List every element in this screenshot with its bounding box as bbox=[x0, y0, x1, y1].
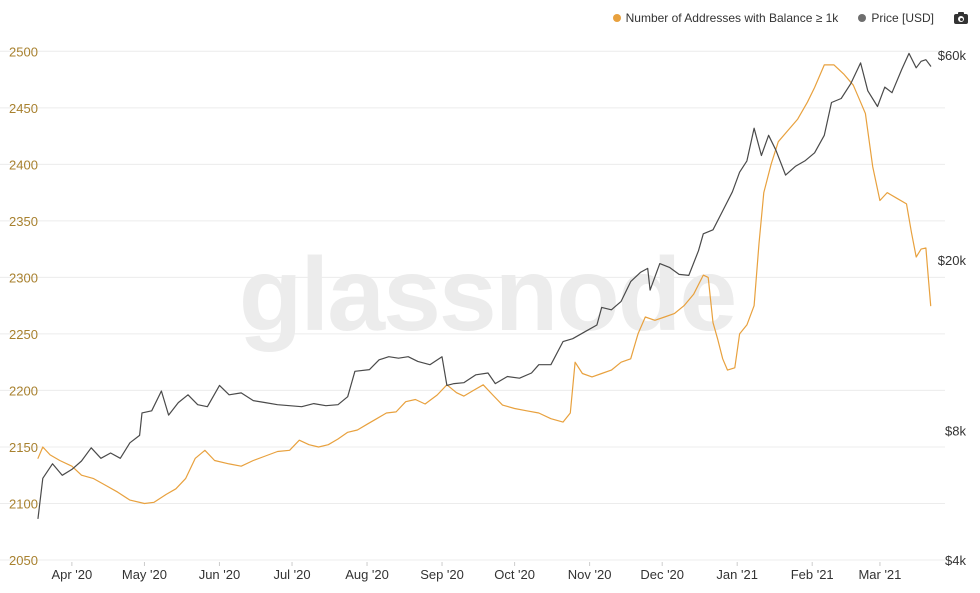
y-left-tick-label: 2400 bbox=[9, 157, 38, 172]
grid-lines bbox=[0, 50, 945, 561]
y-left-tick-label: 2050 bbox=[9, 553, 38, 568]
x-tick-label: Jan '21 bbox=[716, 567, 758, 582]
y-left-tick-label: 2250 bbox=[9, 327, 38, 342]
series-line-price bbox=[37, 52, 932, 520]
y-right-tick-label: $8k bbox=[945, 424, 966, 439]
x-tick-label: Jul '20 bbox=[273, 567, 310, 582]
y-left-tick-label: 2200 bbox=[9, 383, 38, 398]
series-lines bbox=[37, 52, 932, 520]
x-tick-label: Dec '20 bbox=[640, 567, 684, 582]
legend-label-price: Price [USD] bbox=[871, 11, 934, 25]
x-tick-label: May '20 bbox=[122, 567, 167, 582]
legend-item-addresses[interactable]: Number of Addresses with Balance ≥ 1k bbox=[612, 11, 839, 25]
x-axis: Apr '20 May '20 Jun '20 Jul '20 Aug '20 Sep '… bbox=[51, 562, 901, 582]
y-left-tick-label: 2500 bbox=[9, 44, 38, 59]
y-axis-right: $4k $8k $20k $60k bbox=[938, 48, 967, 568]
watermark: glassnode bbox=[239, 237, 735, 353]
legend-dot-addresses bbox=[612, 14, 621, 22]
y-left-tick-label: 2150 bbox=[9, 440, 38, 455]
y-axis-left: 2050 2100 2150 2200 2250 2300 2350 2400 2450 2500 bbox=[9, 44, 38, 568]
x-tick-label: Mar '21 bbox=[858, 567, 901, 582]
x-tick-label: Feb '21 bbox=[791, 567, 834, 582]
x-tick-label: Apr '20 bbox=[51, 567, 92, 582]
x-tick-label: Aug '20 bbox=[345, 567, 389, 582]
x-tick-label: Jun '20 bbox=[199, 567, 241, 582]
legend-label-addresses: Number of Addresses with Balance ≥ 1k bbox=[625, 11, 839, 25]
y-right-tick-label: $20k bbox=[938, 253, 967, 268]
legend-item-price[interactable]: Price [USD] bbox=[858, 11, 934, 25]
y-left-tick-label: 2100 bbox=[9, 496, 38, 511]
y-right-tick-label: $4k bbox=[945, 553, 966, 568]
x-tick-label: Sep '20 bbox=[420, 567, 464, 582]
y-left-tick-label: 2450 bbox=[9, 101, 38, 116]
x-tick-label: Oct '20 bbox=[494, 567, 535, 582]
legend-dot-price bbox=[858, 14, 867, 22]
y-left-tick-label: 2350 bbox=[9, 214, 38, 229]
series-line-addresses bbox=[37, 64, 932, 505]
legend: Number of Addresses with Balance ≥ 1k Pr… bbox=[612, 11, 968, 25]
camera-icon[interactable] bbox=[954, 12, 968, 24]
y-right-tick-label: $60k bbox=[938, 48, 967, 63]
y-left-tick-label: 2300 bbox=[9, 270, 38, 285]
x-tick-label: Nov '20 bbox=[568, 567, 612, 582]
